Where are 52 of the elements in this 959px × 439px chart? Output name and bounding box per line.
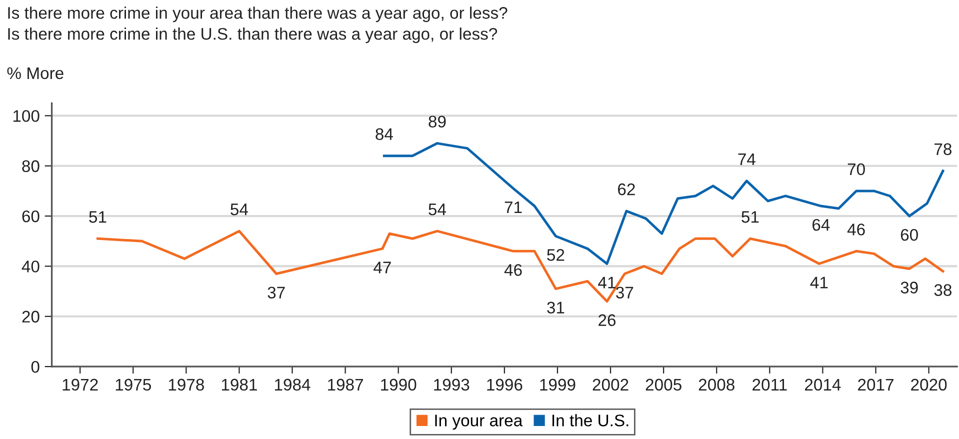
data-label: 60 xyxy=(900,228,918,241)
data-label: 54 xyxy=(428,204,446,216)
x-tick-label: 2002 xyxy=(592,378,628,391)
y-tick-label: 40 xyxy=(22,260,40,272)
data-label: 39 xyxy=(900,282,918,294)
data-label: 46 xyxy=(504,264,522,276)
legend-label: In the U.S. xyxy=(552,414,628,426)
x-tick-label: 2020 xyxy=(911,378,947,391)
x-tick-label: 1996 xyxy=(487,378,522,391)
data-label: 37 xyxy=(268,286,285,298)
x-tick-label: 1972 xyxy=(62,378,98,391)
data-label: 47 xyxy=(374,262,391,274)
x-tick-label: 2008 xyxy=(698,378,734,391)
y-tick-label: 60 xyxy=(22,210,40,222)
data-label: 78 xyxy=(934,143,952,156)
y-tick-label: 80 xyxy=(22,160,40,172)
data-label: 74 xyxy=(738,154,756,165)
y-tick-label: 0 xyxy=(31,360,40,373)
x-tick-label: 1984 xyxy=(274,378,310,391)
data-label: 38 xyxy=(934,284,952,296)
data-label: 31 xyxy=(547,302,564,314)
x-tick-label: 1990 xyxy=(381,378,416,391)
x-tick-label: 2005 xyxy=(646,378,682,391)
data-label: 84 xyxy=(376,128,393,140)
data-label: 46 xyxy=(847,224,865,236)
y-tick-label: 100 xyxy=(13,110,40,122)
data-label: 52 xyxy=(547,249,564,261)
x-tick-label: 2017 xyxy=(858,378,894,391)
data-label: 62 xyxy=(618,183,635,196)
y-axis-title: % More xyxy=(7,67,64,80)
data-label: 89 xyxy=(428,116,446,128)
data-label: 37 xyxy=(616,286,634,298)
data-label: 70 xyxy=(848,163,865,176)
x-tick-label: 2011 xyxy=(752,378,787,391)
x-tick-label: 1993 xyxy=(434,378,470,391)
data-label: 41 xyxy=(810,276,828,288)
y-tick-label: 20 xyxy=(22,310,40,323)
data-label: 51 xyxy=(89,211,106,223)
data-label: 71 xyxy=(504,202,522,214)
x-tick-label: 1978 xyxy=(168,378,204,391)
data-label: 54 xyxy=(230,204,248,216)
data-label: 41 xyxy=(598,276,616,288)
x-tick-label: 1987 xyxy=(328,378,364,391)
x-tick-label: 1981 xyxy=(222,378,257,391)
x-tick-label: 1999 xyxy=(540,378,576,391)
x-tick-label: 1975 xyxy=(116,378,151,391)
legend-label: In your area xyxy=(435,414,523,430)
data-label: 51 xyxy=(742,211,759,223)
chart-title: Is there more crime in your area than there was a year ago, or less? Is there more crime in the U.S. than there was a year ago, or less? xyxy=(8,6,508,44)
x-tick-label: 2014 xyxy=(805,378,841,391)
data-label: 26 xyxy=(598,314,616,326)
data-label: 64 xyxy=(812,218,830,231)
